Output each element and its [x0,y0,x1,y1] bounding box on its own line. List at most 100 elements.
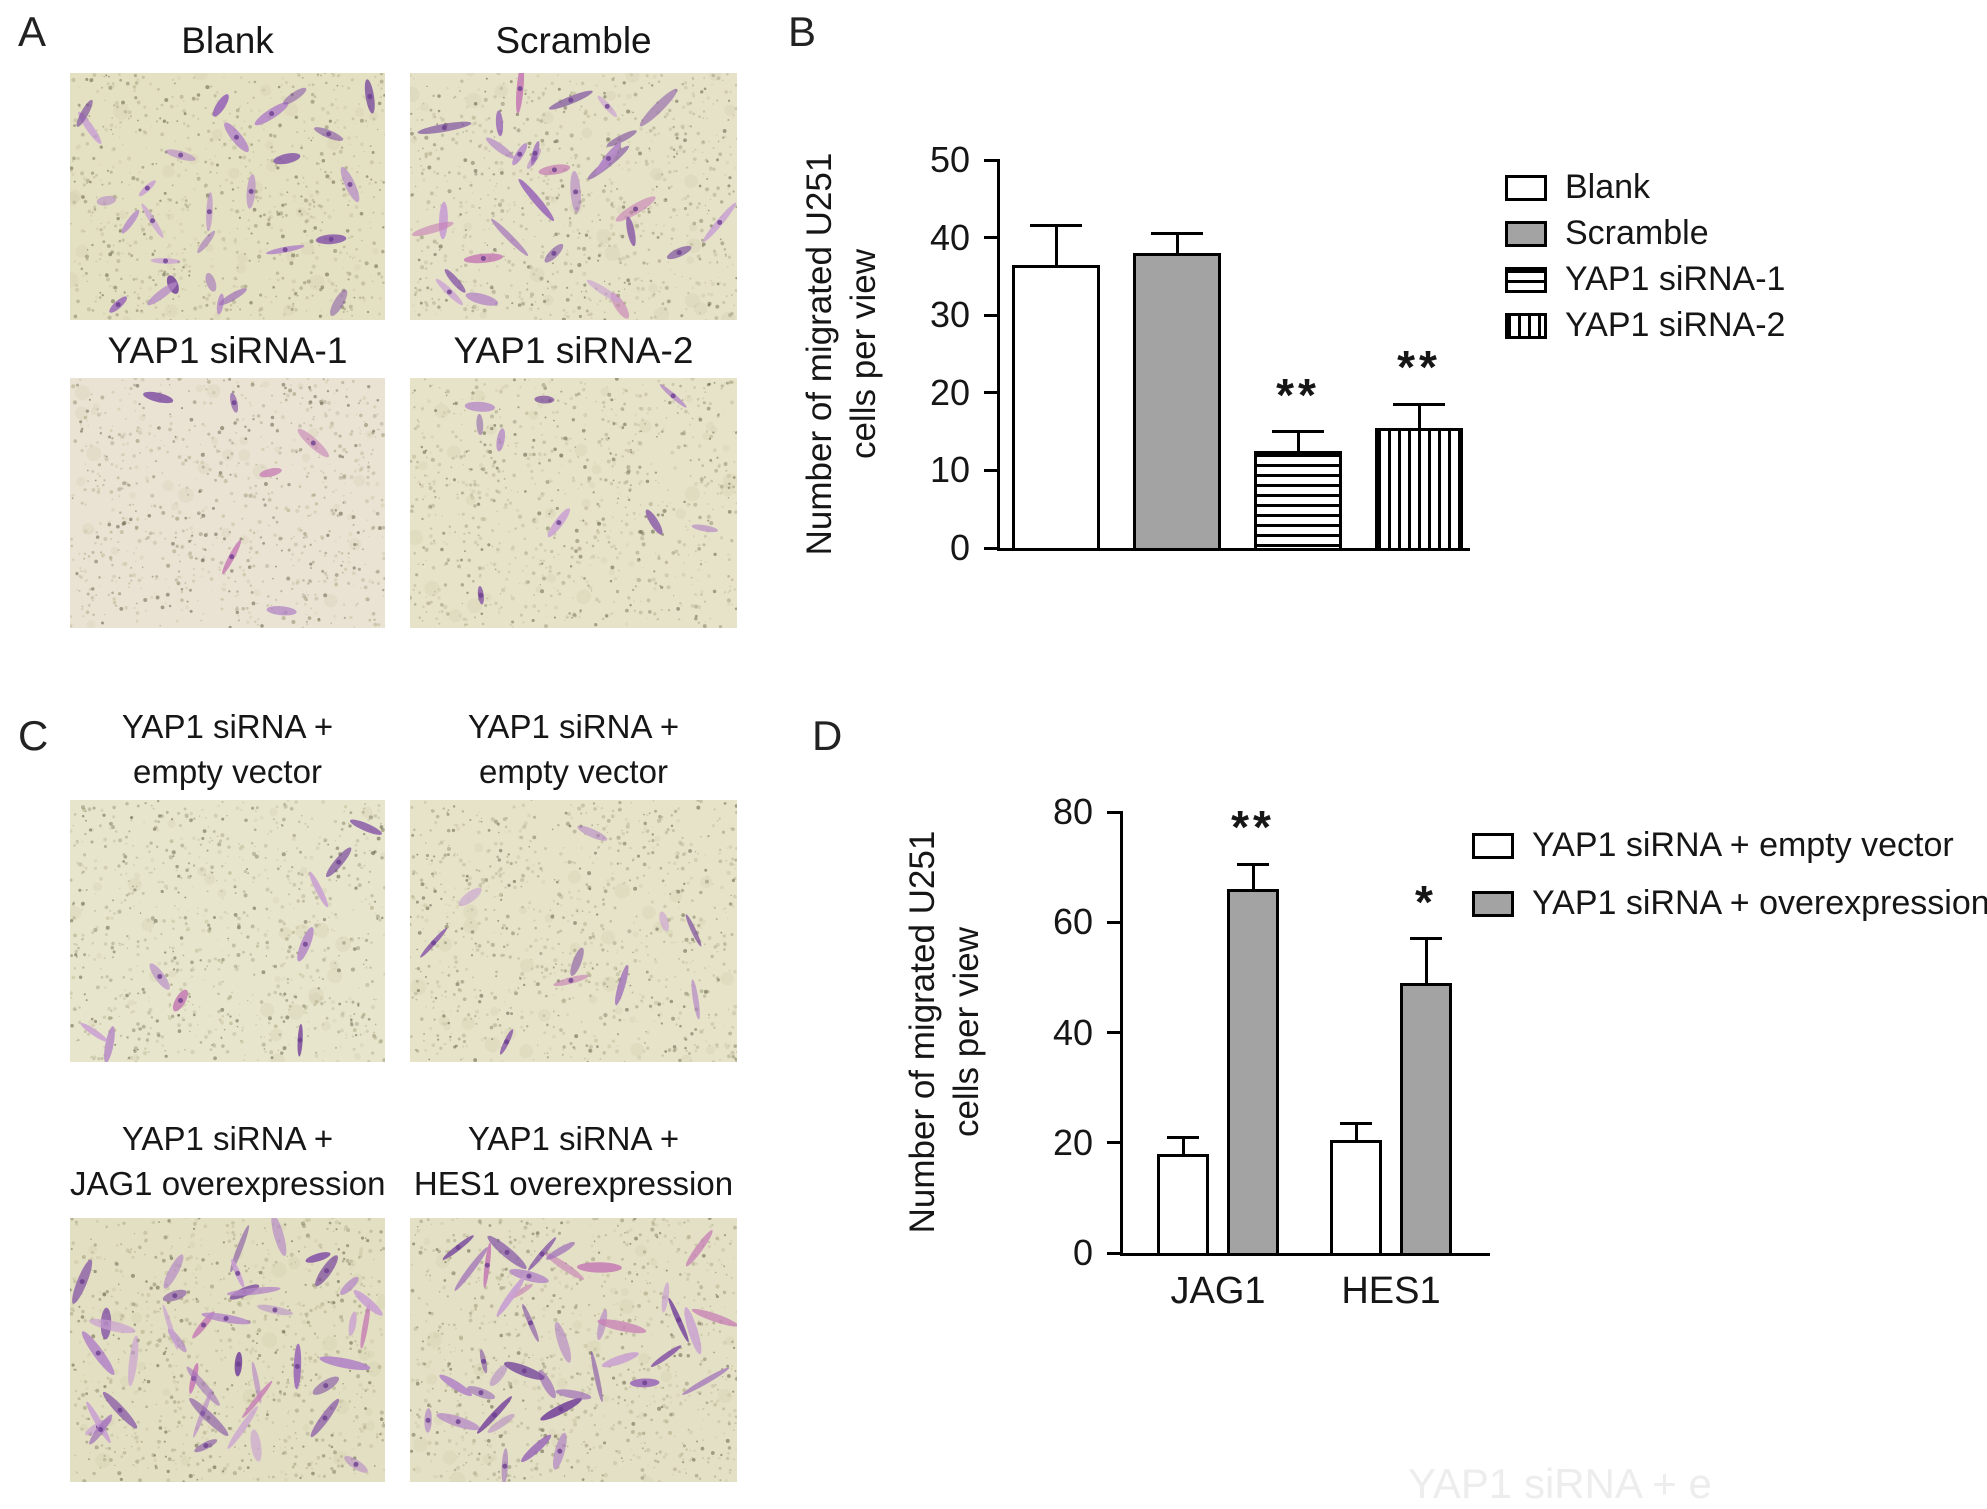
significance-stars: ** [1231,801,1275,854]
caption-line: YAP1 siRNA + [121,1120,334,1157]
micrograph-yap1-sirna-2 [410,378,737,628]
bar [1330,1139,1382,1256]
x-axis [1120,1253,1490,1256]
y-tick-label: 40 [929,216,970,258]
significance-stars: ** [1276,368,1320,421]
y-tick-label: 60 [1052,901,1093,943]
y-tick-label: 80 [1052,791,1093,832]
x-category-label: JAG1 [1170,1270,1266,1312]
y-tick [984,158,1000,162]
caption-line: empty vector [133,753,322,790]
legend-swatch [1505,266,1547,293]
panel-b-letter: B [788,8,817,55]
legend-item: YAP1 siRNA-1 [1505,260,1785,299]
legend-label: YAP1 siRNA-1 [1565,260,1786,298]
error-bar-cap [1410,937,1442,941]
x-category-label: HES1 [1341,1270,1441,1312]
caption-empty-vector-1: YAP1 siRNA + empty vector [70,704,385,794]
bar [1254,451,1342,551]
caption-blank: Blank [181,20,274,61]
caption-yap1-sirna-2: YAP1 siRNA-2 [453,330,694,371]
legend-label: Blank [1565,168,1651,206]
panel-d-letter: D [812,712,843,759]
legend-swatch [1505,220,1547,247]
bar [1400,982,1452,1256]
y-tick-label: 50 [929,139,970,180]
micrograph-hes1-overexpression [410,1218,737,1482]
y-tick-label: 20 [1052,1121,1093,1163]
caption-hes1-overexpression: YAP1 siRNA + HES1 overexpression [410,1116,737,1206]
micrograph-blank [70,73,385,320]
bar [1375,427,1463,551]
legend-item: YAP1 siRNA + overexpression [1472,884,1987,923]
y-tick-label: 0 [949,527,970,568]
legend-label: YAP1 siRNA-2 [1565,306,1786,344]
legend-label: YAP1 siRNA + empty vector [1532,826,1954,864]
legend-label: Scramble [1565,214,1709,252]
y-tick [1107,810,1123,814]
y-tick [1107,920,1123,924]
error-bar [1417,404,1421,428]
legend-label: YAP1 siRNA + overexpression [1532,884,1987,922]
caption-line: YAP1 siRNA + [121,708,334,745]
y-tick [1107,1031,1123,1034]
micrograph-yap1-sirna-1 [70,378,385,628]
significance-stars: ** [1397,341,1441,394]
micrograph-empty-vector-2 [410,800,737,1062]
y-tick-label: 20 [929,371,970,413]
legend-swatch [1505,312,1547,339]
faint-watermark-text: YAP1 siRNA + e [1408,1460,1712,1507]
error-bar [1175,233,1179,254]
error-bar-cap [1237,862,1269,866]
y-tick [1107,1141,1123,1145]
y-tick [984,313,1000,317]
legend-swatch [1472,832,1514,859]
error-bar [1181,1137,1185,1154]
legend-swatch [1472,890,1514,917]
bar [1012,264,1100,551]
error-bar [1424,938,1428,983]
error-bar-cap [1392,402,1446,406]
caption-line: empty vector [479,753,668,790]
error-bar-cap [1167,1135,1199,1139]
error-bar [1296,431,1300,451]
error-bar [1354,1123,1358,1140]
micrograph-empty-vector-1 [70,800,385,1062]
error-bar-cap [1271,430,1325,434]
y-tick [984,546,1000,550]
caption-scramble: Scramble [495,20,652,61]
y-tick-label: 0 [1072,1232,1093,1273]
y-tick [984,468,1000,472]
caption-jag1-overexpression: YAP1 siRNA + JAG1 overexpression [70,1116,385,1206]
error-bar-cap [1029,224,1083,228]
error-bar-cap [1150,232,1204,236]
legend-item: Scramble [1505,214,1709,253]
micrograph-jag1-overexpression [70,1218,385,1482]
y-tick-label: 40 [1052,1011,1093,1053]
y-tick [1107,1251,1123,1255]
micrograph-scramble [410,73,737,320]
caption-empty-vector-2: YAP1 siRNA + empty vector [410,704,737,794]
y-tick-label: 10 [929,449,970,491]
panel-a-letter: A [18,8,47,55]
bar [1227,889,1279,1256]
error-bar-cap [1340,1121,1372,1125]
y-tick [984,391,1000,395]
caption-line: HES1 overexpression [413,1165,734,1202]
caption-yap1-sirna-1: YAP1 siRNA-1 [107,330,348,371]
y-tick-label: 30 [929,294,970,336]
error-bar [1251,864,1255,890]
significance-stars: * [1415,875,1437,928]
legend-item: YAP1 siRNA + empty vector [1472,826,1954,865]
bar [1157,1153,1209,1256]
bar [1133,253,1221,551]
legend-swatch [1505,174,1547,201]
legend-item: Blank [1505,168,1650,207]
legend-item: YAP1 siRNA-2 [1505,306,1785,345]
caption-line: YAP1 siRNA + [467,708,680,745]
y-tick [984,236,1000,240]
error-bar [1054,225,1058,265]
